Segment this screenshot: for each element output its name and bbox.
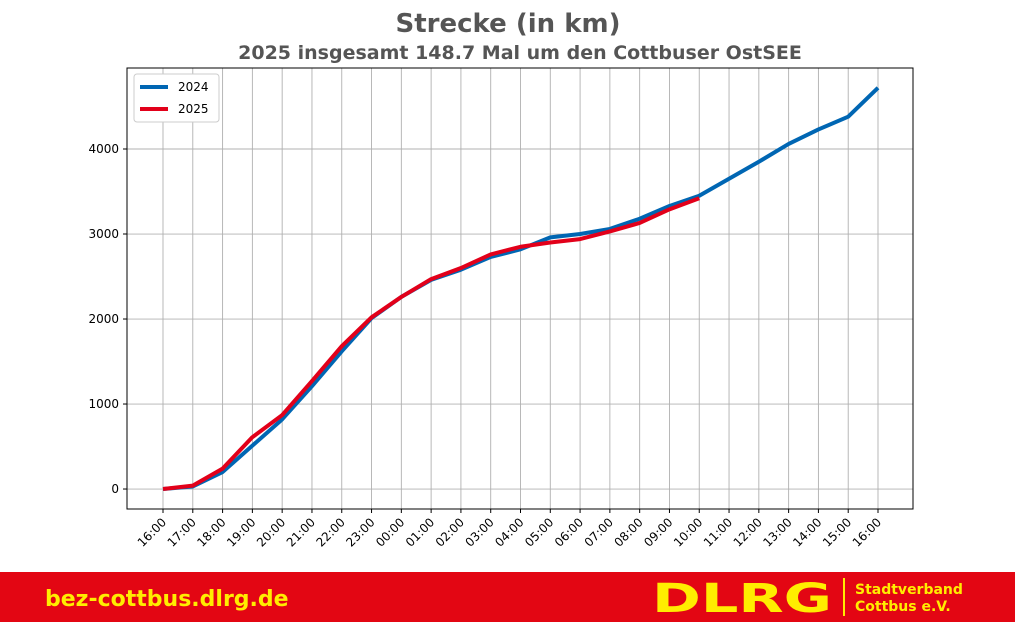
chart-title: Strecke (in km) bbox=[396, 9, 621, 39]
x-tick-label: 03:00 bbox=[462, 515, 496, 549]
x-tick-label: 00:00 bbox=[373, 515, 407, 549]
footer-url: bez-cottbus.dlrg.de bbox=[45, 587, 289, 612]
x-tick-label: 18:00 bbox=[194, 515, 228, 549]
y-tick-label: 3000 bbox=[88, 227, 119, 241]
data-line bbox=[162, 86, 880, 492]
x-tick-label: 07:00 bbox=[582, 515, 616, 549]
x-tick-label: 09:00 bbox=[641, 515, 675, 549]
x-tick-label: 20:00 bbox=[254, 515, 288, 549]
x-tick-label: 05:00 bbox=[522, 515, 556, 549]
y-tick-label: 4000 bbox=[88, 142, 119, 156]
x-tick-label: 17:00 bbox=[165, 515, 199, 549]
footer-logo: DLRG bbox=[652, 576, 832, 622]
x-tick-label: 04:00 bbox=[492, 515, 526, 549]
x-tick-label: 11:00 bbox=[701, 515, 735, 549]
x-tick-label: 19:00 bbox=[224, 515, 258, 549]
x-tick-label: 16:00 bbox=[135, 515, 169, 549]
x-tick-label: 14:00 bbox=[790, 515, 824, 549]
x-tick-label: 08:00 bbox=[611, 515, 645, 549]
x-tick-label: 22:00 bbox=[314, 515, 348, 549]
x-tick-label: 16:00 bbox=[850, 515, 884, 549]
legend-label: 2024 bbox=[178, 80, 209, 94]
x-tick-label: 12:00 bbox=[731, 515, 765, 549]
chart-subtitle: 2025 insgesamt 148.7 Mal um den Cottbuse… bbox=[238, 42, 802, 64]
footer-org-line2: Cottbus e.V. bbox=[855, 599, 951, 615]
x-tick-label: 06:00 bbox=[552, 515, 586, 549]
x-tick-label: 15:00 bbox=[820, 515, 854, 549]
x-tick-label: 01:00 bbox=[403, 515, 437, 549]
data-line bbox=[162, 196, 700, 492]
x-tick-label: 23:00 bbox=[343, 515, 377, 549]
footer-band bbox=[0, 572, 1015, 622]
x-tick-label: 13:00 bbox=[760, 515, 794, 549]
legend-label: 2025 bbox=[178, 102, 209, 116]
y-tick-label: 1000 bbox=[88, 397, 119, 411]
x-tick-label: 02:00 bbox=[433, 515, 467, 549]
footer-org-line1: Stadtverband bbox=[855, 582, 963, 598]
x-tick-label: 21:00 bbox=[284, 515, 318, 549]
x-tick-label: 10:00 bbox=[671, 515, 705, 549]
y-tick-label: 0 bbox=[111, 482, 119, 496]
plot-frame bbox=[126, 67, 914, 510]
y-tick-label: 2000 bbox=[88, 312, 119, 326]
